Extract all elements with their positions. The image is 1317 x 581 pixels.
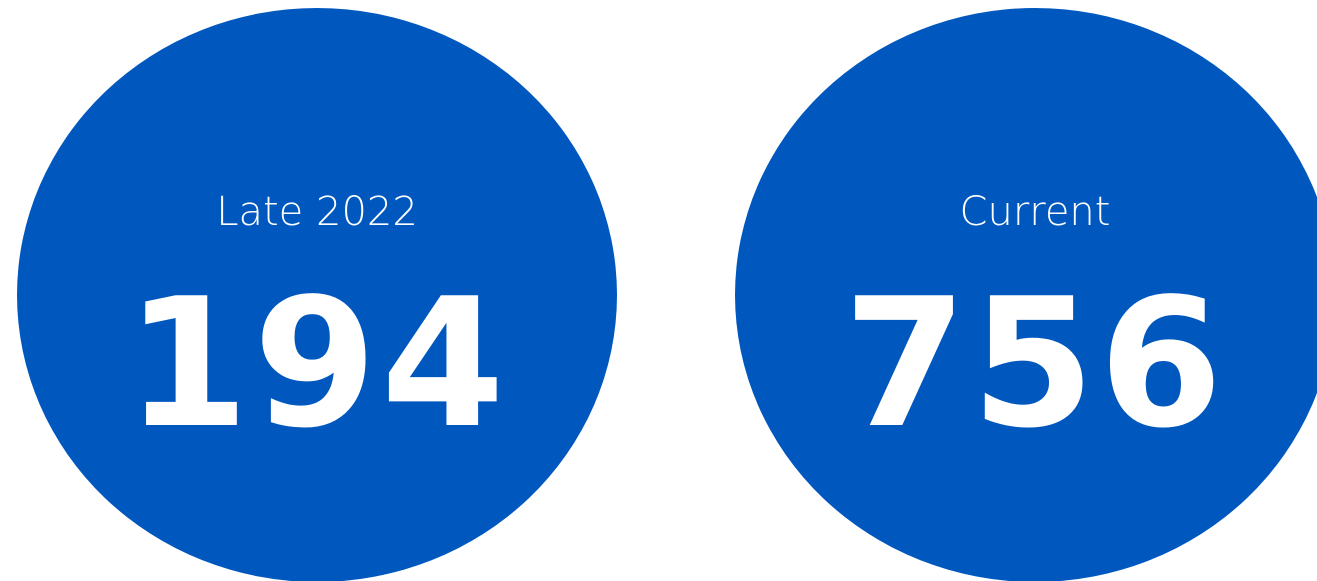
stat-value: 194 xyxy=(125,260,509,467)
stat-card: Late 2022 194 xyxy=(17,8,617,581)
stat-circle xyxy=(735,8,1317,581)
stat-label: Late 2022 xyxy=(216,189,418,235)
stat-value: 756 xyxy=(843,260,1227,467)
stat-card: Current 756 xyxy=(735,8,1317,581)
stat-label: Current xyxy=(960,189,1111,235)
stat-circle xyxy=(17,8,617,581)
